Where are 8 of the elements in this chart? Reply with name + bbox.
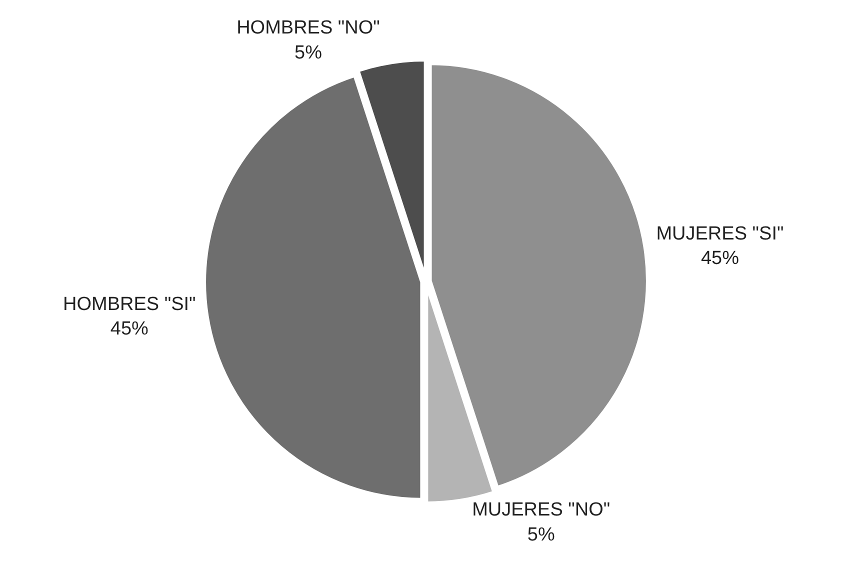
data-label: 45% [110, 318, 149, 340]
data-label: 5% [294, 42, 322, 64]
data-label: 45% [700, 248, 740, 270]
slice-label: HOMBRES "SI" [63, 294, 196, 315]
slice-label: MUJERES "NO" [472, 500, 610, 521]
data-label: 5% [527, 524, 555, 546]
slice-label: HOMBRES "NO" [236, 18, 380, 39]
slice-label: MUJERES "SI" [656, 223, 784, 244]
